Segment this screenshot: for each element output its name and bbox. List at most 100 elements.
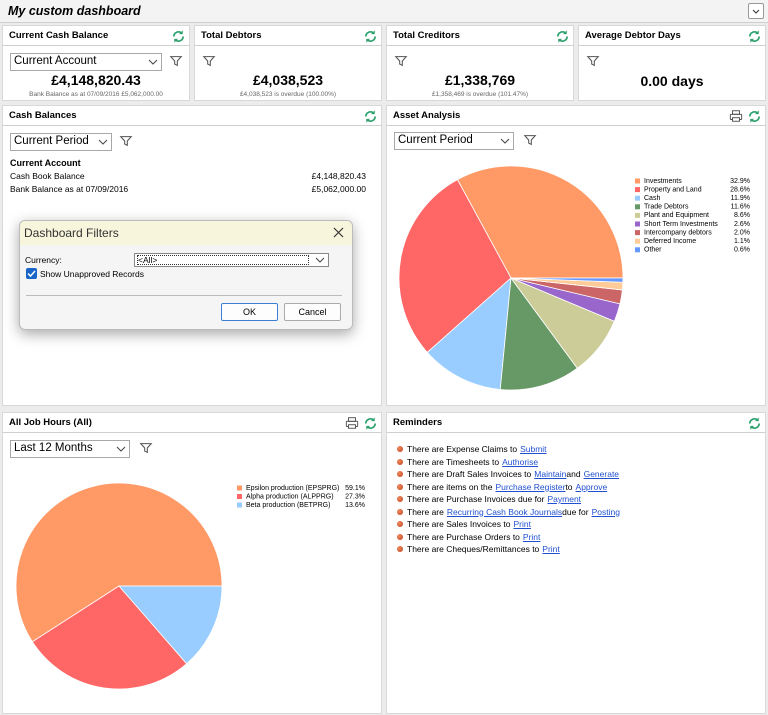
legend-label: Trade Debtors	[644, 204, 689, 211]
reminder-link[interactable]: Recurring Cash Book Journals	[446, 506, 563, 517]
filter-icon[interactable]	[394, 54, 409, 69]
filter-glyph	[523, 135, 537, 146]
dropdown-value: Current Period	[398, 134, 473, 146]
panel-header: All Job Hours (All)	[3, 413, 381, 433]
filter-icon[interactable]	[169, 54, 184, 69]
reminder-link[interactable]: Purchase Register	[495, 481, 566, 492]
card-note: £4,038,523 is overdue (100.00%)	[239, 91, 337, 98]
cancel-label: Cancel	[298, 307, 327, 317]
legend-value: 2.6%	[734, 221, 750, 228]
currency-arrow	[314, 255, 326, 266]
legend-swatch	[237, 494, 242, 499]
reminder: There are items on the Purchase Registert…	[397, 482, 607, 492]
reminder: There are Sales Invoices to Print	[397, 519, 531, 529]
legend-value: 28.6%	[730, 186, 750, 193]
dropdown[interactable]: Current Period	[394, 132, 514, 150]
dropdown-arrow	[500, 136, 510, 146]
cancel-button[interactable]: Cancel	[284, 303, 341, 321]
bullet	[397, 546, 403, 552]
reminder-link[interactable]: Print	[522, 531, 541, 542]
legend-value: 2.0%	[734, 229, 750, 236]
filter-icon[interactable]	[139, 441, 154, 456]
panel-header: Average Debtor Days	[579, 26, 765, 46]
legend-swatch	[635, 195, 640, 201]
reminder-text: There are Timesheets to	[407, 456, 500, 467]
bullet	[397, 483, 403, 490]
reminder-link[interactable]: Generate	[583, 469, 620, 479]
pie-slice	[456, 165, 624, 279]
chevron	[116, 446, 126, 452]
reminder-link[interactable]: Payment	[547, 494, 582, 504]
pie-slice	[15, 482, 223, 643]
section-heading: Current Account	[10, 158, 81, 168]
bullet	[397, 508, 403, 515]
filter-glyph	[586, 56, 600, 67]
close-button[interactable]	[332, 226, 345, 239]
panel-header: Cash Balances	[3, 106, 381, 126]
filter-icon[interactable]	[523, 133, 538, 148]
currency-select[interactable]: <All>	[134, 253, 329, 267]
filter-icon[interactable]	[586, 54, 601, 69]
legend-label: Property and Land	[644, 186, 702, 193]
refresh-icon[interactable]	[171, 29, 186, 44]
dropdown[interactable]: Last 12 Months	[10, 440, 130, 458]
refresh-icon[interactable]	[747, 416, 762, 431]
panel: Reminders There are Expense Claims to Subm…	[386, 412, 766, 714]
dropdown-arrow	[116, 444, 126, 454]
dialog-titlebar: Dashboard Filters	[20, 221, 352, 245]
dropdown[interactable]: Current Period	[10, 133, 112, 151]
refresh-glyph	[364, 30, 377, 43]
pie-slice	[499, 276, 578, 391]
legend-label: Other	[644, 247, 662, 254]
panel: Average Debtor Days 0.00 days	[578, 25, 766, 101]
reminder-text: There are Sales Invoices to	[407, 519, 511, 529]
pie-slice	[398, 179, 512, 353]
reminder-link[interactable]: Print	[542, 544, 560, 554]
refresh-icon[interactable]	[363, 416, 378, 431]
row-value: £4,148,820.43	[311, 171, 366, 181]
refresh-icon[interactable]	[747, 29, 762, 44]
legend-value: 1.1%	[734, 238, 750, 245]
reminder-text: There are Purchase Invoices due for	[407, 494, 545, 504]
panel: Current Cash Balance Current Account £4,14…	[2, 25, 190, 101]
reminder-link[interactable]: Approve	[575, 481, 608, 492]
chevron	[500, 138, 510, 144]
filter-icon[interactable]	[119, 134, 134, 149]
reminder-link[interactable]: Submit	[520, 444, 547, 454]
chevron	[752, 9, 760, 14]
refresh-icon[interactable]	[747, 109, 762, 124]
dropdown[interactable]: Current Account	[10, 53, 162, 71]
dropdown-value: Current Account	[14, 55, 97, 67]
reminder-link[interactable]: Print	[513, 519, 531, 529]
reminder-link[interactable]: Authorise	[502, 456, 539, 467]
print-icon[interactable]	[345, 416, 360, 431]
reminder-text: and	[566, 469, 581, 479]
legend-value: 27.3%	[345, 493, 365, 500]
checkbox[interactable]	[26, 268, 37, 279]
close-glyph	[333, 227, 344, 238]
row-label: Bank Balance as at 07/09/2016	[10, 184, 129, 194]
panel-title: Average Debtor Days	[585, 30, 681, 41]
menu-button[interactable]	[748, 3, 764, 19]
chevron	[148, 59, 158, 65]
panel-title: Total Debtors	[201, 30, 262, 41]
refresh-icon[interactable]	[363, 109, 378, 124]
legend-label: Deferred Income	[644, 238, 696, 245]
panel: Total Debtors £4,038,523 £4,038,523 is ove…	[194, 25, 382, 101]
print-icon[interactable]	[729, 109, 744, 124]
refresh-icon[interactable]	[363, 29, 378, 44]
refresh-icon[interactable]	[555, 29, 570, 44]
card-value: £4,038,523	[252, 72, 324, 88]
filter-glyph	[394, 56, 408, 67]
legend-label: Alpha production (ALPPRG)	[246, 493, 334, 500]
legend-value: 59.1%	[345, 485, 365, 492]
ok-button[interactable]: OK	[221, 303, 278, 321]
reminder-link[interactable]: Posting	[591, 506, 620, 517]
filter-icon[interactable]	[202, 54, 217, 69]
pie-chart: Epsilon production (EPSPRG) 59.1% Alpha pr…	[15, 482, 365, 690]
reminder-link[interactable]: Maintain	[534, 469, 567, 479]
dropdown-arrow	[98, 137, 108, 147]
pie-slice	[118, 585, 223, 665]
card-value: £1,338,769	[444, 72, 516, 88]
